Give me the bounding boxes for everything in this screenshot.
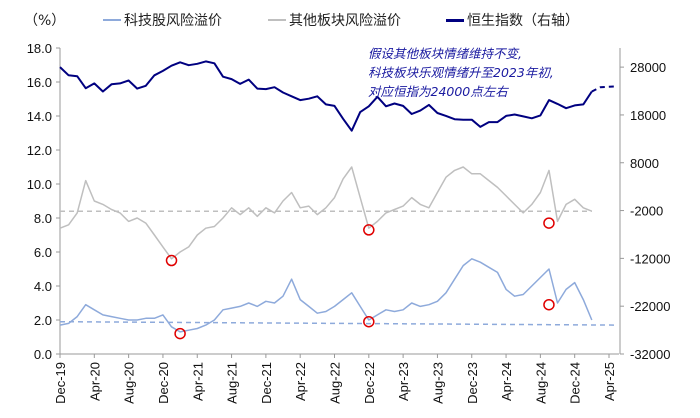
left-tick-label: 10.0: [27, 177, 52, 192]
annotation: 假设其他板块情绪维持不变, 科技板块乐观情绪升至2023年初, 对应恒指为240…: [368, 46, 554, 99]
legend-swatch: [268, 19, 286, 21]
left-tick-label: 14.0: [27, 109, 52, 124]
legend-label: 科技股风险溢价: [124, 13, 222, 29]
x-tick-label: Apr-23: [396, 362, 411, 401]
highlight-marker: [543, 298, 555, 311]
x-tick-label: Aug-20: [122, 362, 137, 404]
series-line-1: [59, 166, 593, 260]
series-line-2: [59, 60, 593, 132]
legend-label: 其他板块风险溢价: [289, 13, 401, 29]
x-tick-label: Apr-25: [602, 362, 617, 401]
legend-item-tech: 科技股风险溢价: [103, 10, 222, 30]
legend-swatch: [446, 18, 464, 22]
right-tick-label: -22000: [630, 299, 670, 314]
series-dashed-0: [59, 320, 618, 326]
right-tick-label: -32000: [630, 347, 670, 362]
legend-swatch: [103, 19, 121, 21]
left-tick-label: 8.0: [34, 211, 52, 226]
x-tick-label: Dec-21: [259, 362, 274, 404]
unit-label: （%）: [24, 13, 66, 29]
x-tick-label: Aug-24: [533, 362, 548, 404]
highlight-marker: [363, 224, 375, 236]
x-tick-label: Apr-24: [499, 362, 514, 401]
highlight-marker: [174, 327, 186, 340]
highlight-marker: [363, 315, 375, 328]
x-tick-label: Aug-21: [225, 362, 240, 404]
x-tick-label: Dec-24: [568, 362, 583, 404]
left-tick-label: 4.0: [34, 279, 52, 294]
right-tick-label: 18000: [630, 108, 666, 123]
right-tick-label: 28000: [630, 60, 666, 75]
x-tick-label: Aug-23: [430, 362, 445, 404]
x-tick-label: Dec-20: [156, 362, 171, 404]
right-tick-label: -12000: [630, 251, 670, 266]
x-tick-label: Apr-22: [293, 362, 308, 401]
left-tick-label: 2.0: [34, 313, 52, 328]
x-tick-label: Dec-22: [362, 362, 377, 404]
legend-item-hsi: 恒生指数（右轴）: [446, 10, 579, 30]
left-tick-label: 6.0: [34, 245, 52, 260]
left-tick-label: 12.0: [27, 143, 52, 158]
left-tick-label: 0.0: [34, 347, 52, 362]
right-tick-label: -2000: [630, 204, 663, 219]
x-tick-label: Apr-20: [87, 362, 102, 401]
legend-item-other: 其他板块风险溢价: [268, 10, 401, 30]
x-tick-label: Dec-19: [53, 362, 68, 404]
highlight-marker: [165, 254, 178, 267]
x-tick-label: Dec-23: [465, 362, 480, 404]
left-tick-label: 18.0: [27, 41, 52, 56]
x-tick-label: Apr-21: [190, 362, 205, 401]
legend-label: 恒生指数（右轴）: [467, 13, 579, 29]
series-dashed-2: [591, 85, 618, 93]
series-line-0: [59, 258, 593, 333]
right-tick-label: 8000: [630, 156, 659, 171]
x-tick-label: Aug-22: [328, 362, 343, 404]
highlight-marker: [543, 217, 555, 229]
left-tick-label: 16.0: [27, 75, 52, 90]
